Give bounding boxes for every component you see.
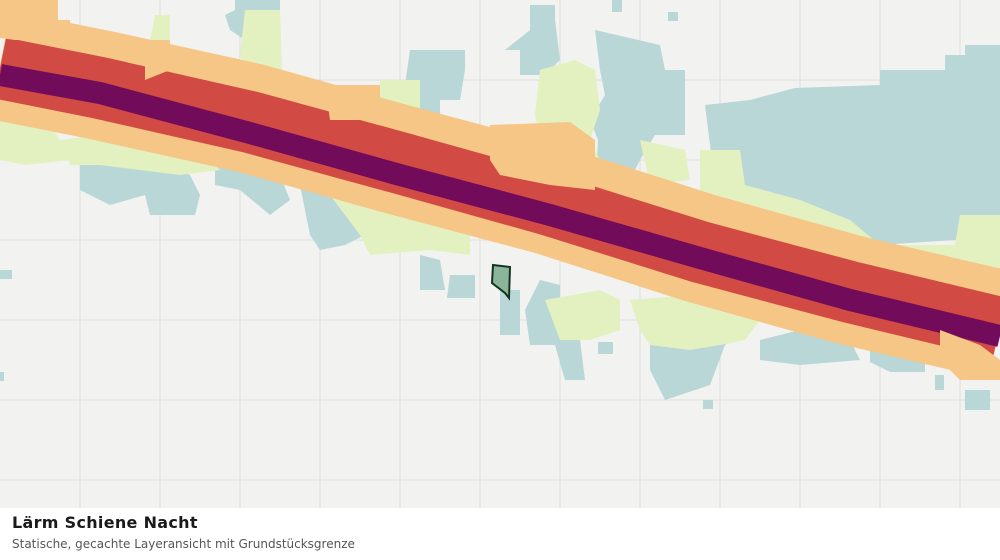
map-title: Lärm Schiene Nacht <box>12 513 198 532</box>
noise-bands <box>0 11 1000 379</box>
map <box>0 0 1000 508</box>
noise-zone-medium <box>0 0 1000 380</box>
map-subtitle: Statische, gecachte Layeransicht mit Gru… <box>12 537 355 551</box>
parcel-boundary <box>490 263 512 301</box>
